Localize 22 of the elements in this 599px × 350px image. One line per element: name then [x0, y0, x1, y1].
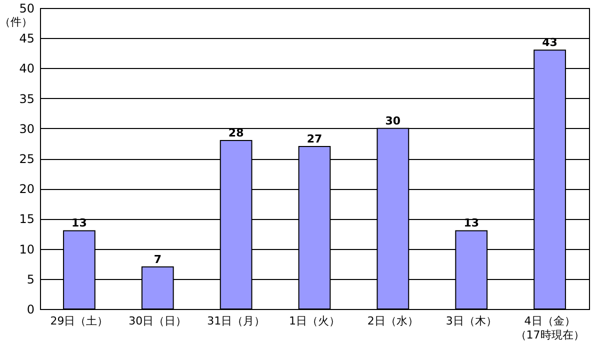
y-tick-label: 45 — [19, 32, 34, 46]
y-tick-label: 5 — [26, 272, 34, 286]
y-tick-label: 20 — [19, 182, 34, 196]
y-tick-label: 15 — [19, 212, 34, 226]
y-tick-label: 50 — [19, 2, 34, 16]
y-axis-title: （件） — [0, 16, 32, 28]
data-label: 30 — [385, 114, 401, 128]
y-tick-label: 35 — [19, 92, 34, 106]
x-tick-label: 29日（土） — [50, 314, 108, 328]
data-label: 7 — [154, 252, 162, 266]
x-tick-label: 4日（金）（17時現在） — [515, 314, 584, 342]
x-tick-label: 31日（月） — [207, 314, 266, 328]
x-tick-label: 1日（火） — [289, 314, 340, 328]
y-tick-label: 25 — [19, 152, 34, 166]
x-tick-label: 2日（水） — [367, 314, 418, 328]
x-tick-label: 30日（日） — [128, 314, 187, 328]
y-tick-label: 30 — [19, 122, 34, 136]
data-label: 27 — [306, 132, 322, 146]
y-tick-label: 10 — [19, 242, 34, 256]
y-tick-label: 0 — [26, 302, 34, 316]
x-tick-label: 3日（木） — [446, 314, 497, 328]
y-tick-label: 40 — [19, 62, 34, 76]
